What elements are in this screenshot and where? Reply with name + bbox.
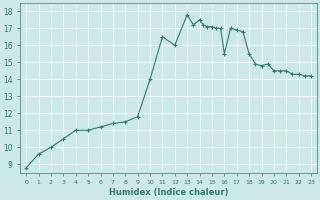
X-axis label: Humidex (Indice chaleur): Humidex (Indice chaleur)	[109, 188, 228, 197]
